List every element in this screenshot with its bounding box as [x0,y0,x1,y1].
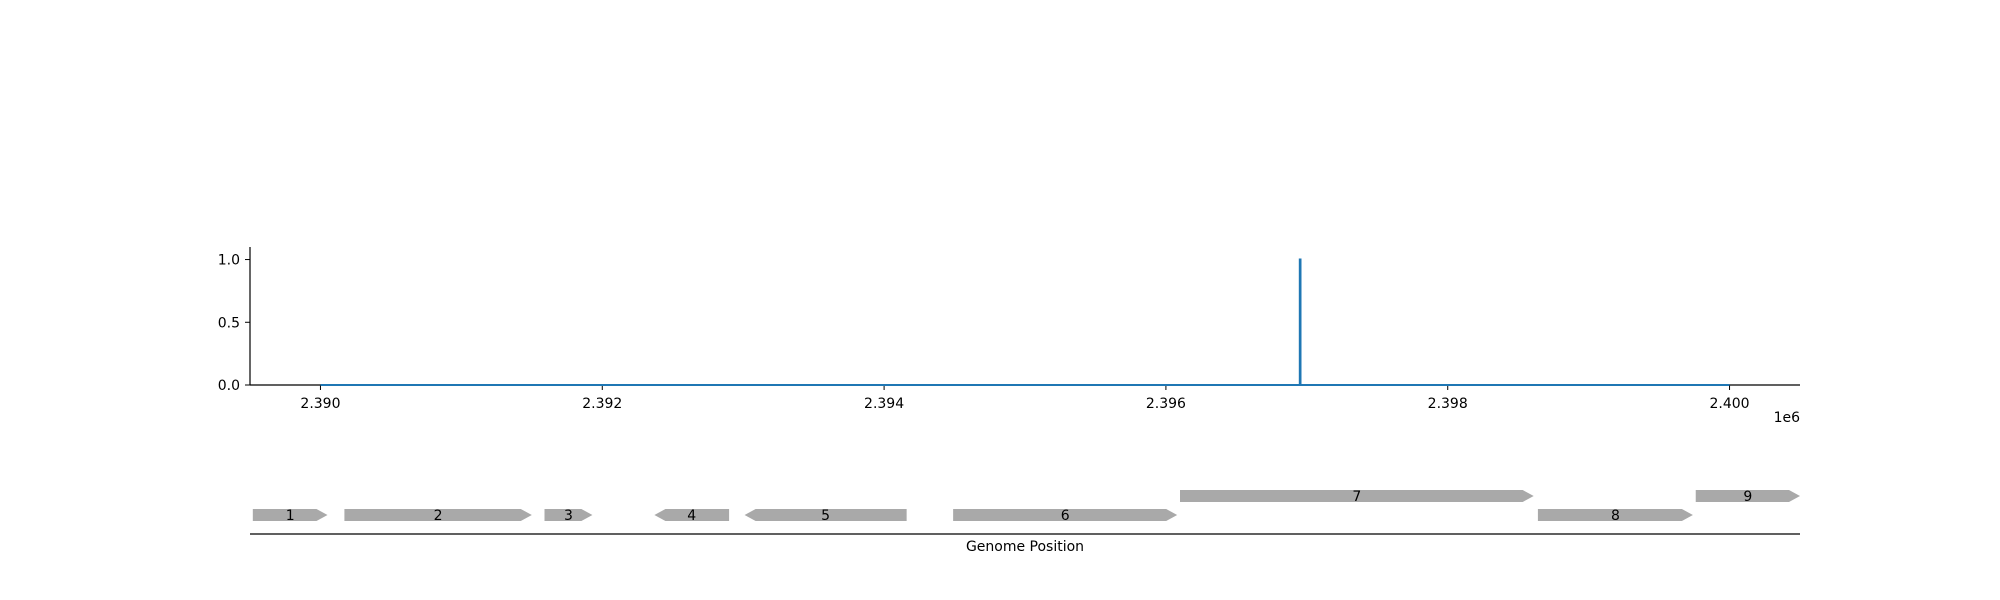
gene-arrow [654,509,730,521]
x-tick-label: 2.400 [1709,396,1749,412]
gene-arrow [744,509,907,521]
gene-label: 9 [1743,489,1752,505]
gene-label: 4 [687,508,696,524]
gene-label: 5 [821,508,830,524]
gene-arrow [953,509,1178,521]
series-line [320,258,1730,386]
x-axis-title: Genome Position [966,539,1084,555]
gene-label: 7 [1352,489,1361,505]
gene-arrow [1180,490,1534,502]
signal-plot: 2.390 2.392 2.394 2.396 2.398 2.400 1e6 0.0 0.5 1… [218,247,1800,426]
gene-arrow [344,509,532,521]
gene-arrow [1537,509,1693,521]
x-tick-label: 2.392 [582,396,622,412]
gene-label: 2 [434,508,443,524]
gene-arrow [252,509,328,521]
gene-label: 6 [1061,508,1070,524]
y-tick-label: 1.0 [218,253,240,269]
x-tick-label: 2.390 [300,396,340,412]
gene-label: 1 [286,508,295,524]
gene-label: 8 [1611,508,1620,524]
x-tick-label: 2.396 [1146,396,1186,412]
gene-track: 1 2 3 4 5 6 7 8 9 Genome Position [250,489,1800,555]
y-tick-label: 0.0 [218,378,240,394]
gene-label: 3 [564,508,573,524]
gene-arrow [1695,490,1800,502]
x-tick-label: 2.398 [1428,396,1468,412]
y-tick-label: 0.5 [218,315,240,331]
gene-arrow [544,509,593,521]
x-tick-label: 2.394 [864,396,904,412]
x-offset-label: 1e6 [1774,410,1801,426]
